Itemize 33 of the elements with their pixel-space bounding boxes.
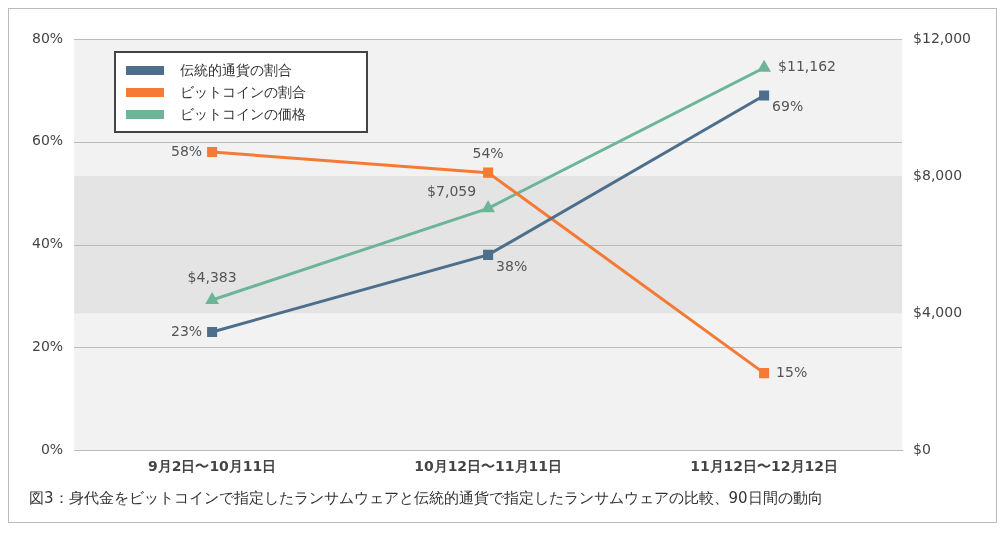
legend-label: ビットコインの割合 [180, 83, 306, 102]
point [483, 249, 494, 260]
y-tick-label: 40% [31, 235, 64, 252]
point [482, 201, 494, 213]
point [207, 147, 218, 158]
data-label: 58% [170, 142, 203, 159]
y-tick-label: 80% [31, 29, 64, 46]
x-tick-label: 9月2日〜10月11日 [147, 458, 277, 475]
caption: 図3：身代金をビットコインで指定したランサムウェアと伝統的通貨で指定したランサムウェアの比較、90日間の動向 [28, 488, 824, 509]
point [207, 326, 218, 338]
x-tick-label: 10月12日〜11月11日 [414, 458, 563, 475]
data-label: $11,162 [778, 58, 837, 75]
y-tick-label: 60% [31, 132, 64, 149]
data-label: 15% [776, 363, 808, 380]
legend-label: ビットコインの価格 [180, 105, 306, 124]
y2-tick-label: $0 [913, 440, 931, 457]
point [483, 167, 494, 178]
point [759, 90, 770, 101]
x-tick-label: 11月12日〜12月12日 [690, 458, 839, 475]
data-label: 69% [772, 98, 804, 115]
y2-tick-label: $12,000 [913, 29, 972, 46]
data-label: 23% [170, 322, 203, 339]
legend-label: 伝統的通貨の割合 [180, 61, 292, 80]
y-tick-label: 20% [31, 338, 64, 355]
y2-tick-label: $4,000 [913, 303, 963, 320]
data-label: $4,383 [187, 268, 237, 285]
data-label: 38% [496, 257, 528, 274]
data-label: $7,059 [427, 182, 477, 199]
data-label: 54% [472, 145, 504, 162]
y2-tick-label: $8,000 [913, 166, 963, 183]
point [206, 293, 218, 305]
point [759, 368, 770, 379]
y-tick-label: 0% [40, 440, 64, 457]
